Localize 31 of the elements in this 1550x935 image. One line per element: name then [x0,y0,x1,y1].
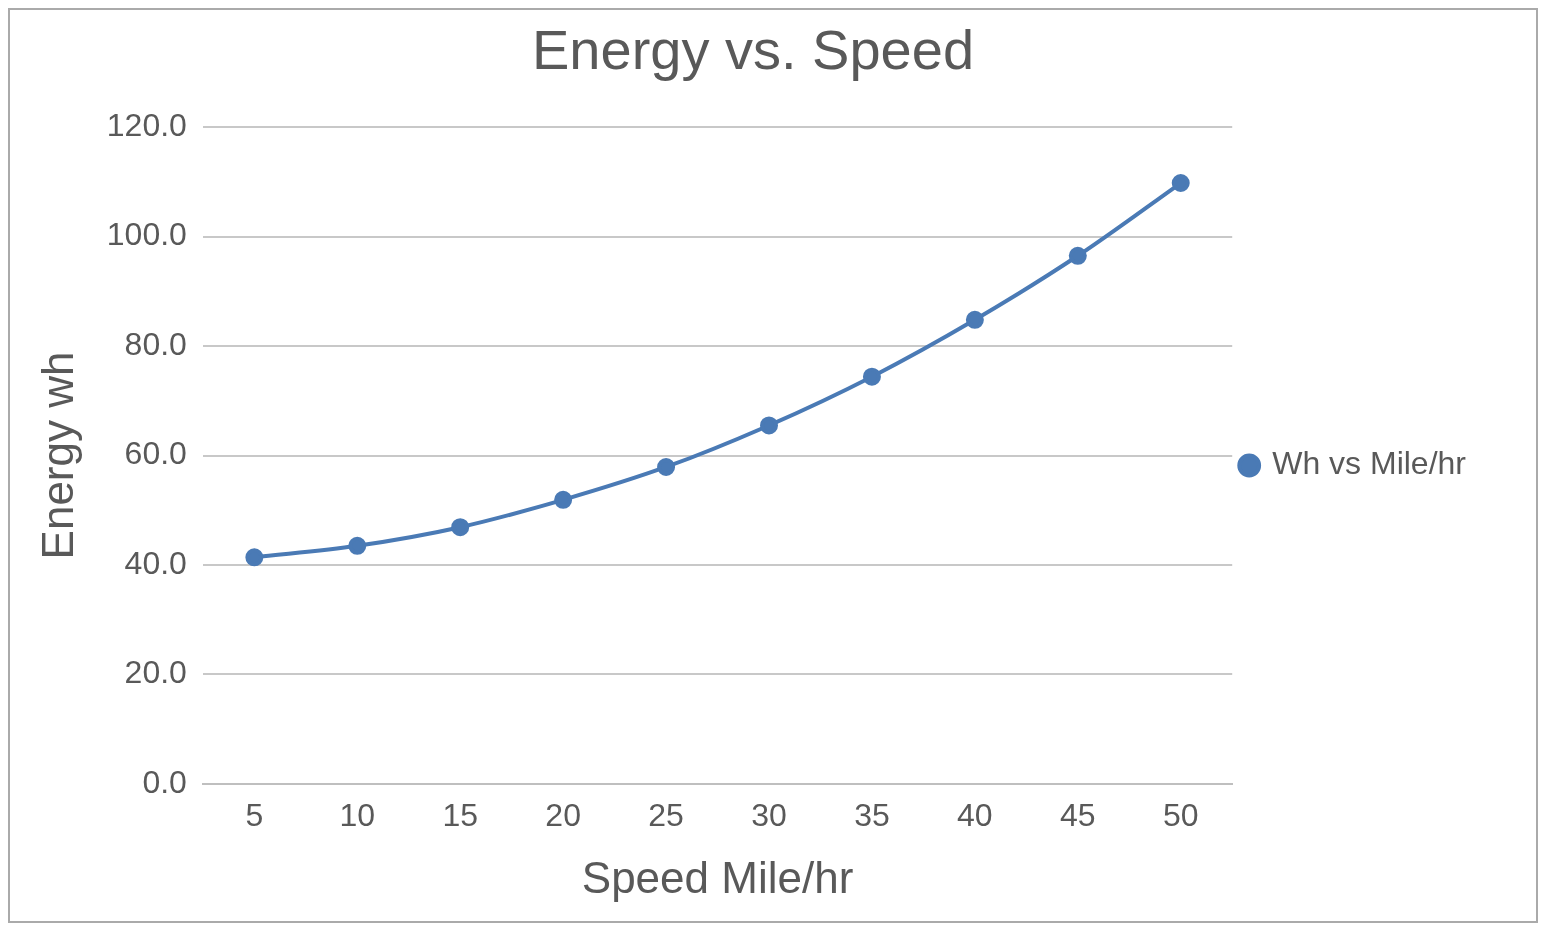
y-tick-label: 80.0 [124,325,187,362]
x-tick-label: 30 [751,796,787,833]
y-tick-label: 0.0 [142,763,187,800]
point [348,536,367,555]
point [451,518,470,537]
point [1171,174,1190,193]
x-tick-label: 20 [545,796,581,833]
y-tick-label: 60.0 [124,435,187,472]
chart-title: Energy vs. Speed [531,18,975,82]
y-tick-label: 120.0 [106,107,187,144]
x-tick-label: 15 [442,796,479,833]
x-tick-label: 5 [245,796,264,833]
y-tick-label: 100.0 [106,216,187,253]
point [1068,246,1087,265]
point [760,416,779,435]
x-tick-label: 40 [957,796,993,833]
y-tick-label: 20.0 [124,654,187,691]
x-tick-label: 10 [339,796,376,833]
point [965,310,984,329]
x-tick-label: 50 [1162,796,1199,833]
x-tick-label: 45 [1060,796,1096,833]
x-tick-label: 25 [648,796,684,833]
point [245,548,264,567]
y-axis-title: Energy wh [32,351,82,560]
point [657,457,676,476]
legend-label: Wh vs Mile/hr [1272,445,1467,482]
x-axis-title: Speed Mile/hr [581,852,854,902]
y-tick-label: 40.0 [124,544,187,581]
point [554,490,573,509]
point [862,367,881,386]
x-tick-label: 35 [854,796,890,833]
